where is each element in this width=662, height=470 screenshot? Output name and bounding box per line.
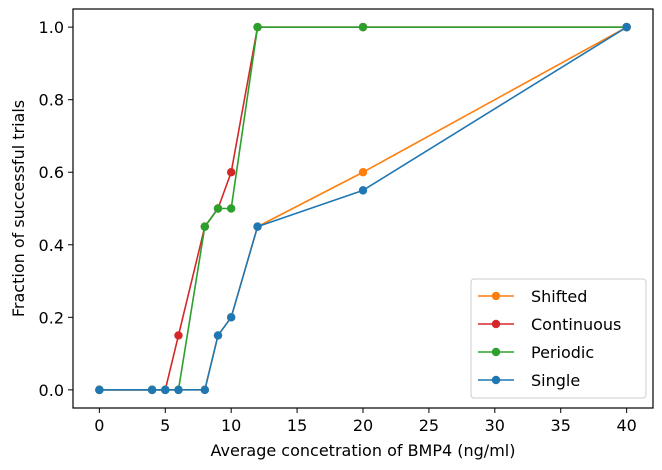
data-point-periodic [226,204,236,213]
data-point-single [213,331,223,340]
legend-item-shifted: Shifted [478,287,587,306]
legend-item-periodic: Periodic [478,343,594,362]
legend-label: Single [531,371,580,390]
x-tick-label: 0 [94,416,104,435]
y-tick-label: 0.8 [39,91,64,110]
legend-item-continuous: Continuous [478,315,621,334]
legend-marker [491,291,501,301]
data-point-periodic [213,204,223,213]
x-tick-label: 15 [287,416,307,435]
legend-marker [491,347,501,357]
data-point-periodic [200,222,210,231]
data-point-single [161,385,170,395]
x-tick-label: 10 [221,416,241,435]
y-tick-label: 1.0 [39,18,64,37]
x-axis-ticks: 0 5 10 15 20 25 30 35 40 [94,408,637,435]
y-tick-label: 0.0 [39,381,64,400]
legend-box [470,278,647,399]
data-point-single [226,313,236,322]
legend-item-single: Single [478,371,580,390]
x-tick-label: 30 [485,416,505,435]
data-point-shifted [358,168,368,177]
data-point-single [253,222,262,231]
y-tick-label: 0.4 [39,236,64,255]
axes-frame [72,8,654,409]
y-axis-label: Fraction of successful trials [9,100,28,317]
legend: Shifted Continuous Periodic Single [470,278,647,399]
x-tick-label: 40 [616,416,636,435]
x-axis-label: Average concetration of BMP4 (ng/ml) [211,441,516,460]
series-single [95,22,631,395]
plot-area [95,22,631,395]
data-point-continuous [174,331,183,340]
data-point-periodic [358,22,368,32]
data-point-single [358,186,368,195]
y-tick-label: 0.2 [39,308,64,327]
legend-label: Periodic [531,343,594,362]
data-point-single [200,385,210,395]
data-point-single [147,385,157,395]
legend-marker [491,319,501,329]
x-tick-label: 20 [353,416,373,435]
series-line-single [99,26,628,391]
data-point-periodic [253,22,262,32]
x-tick-label: 25 [419,416,439,435]
y-axis-ticks: 0.0 0.2 0.4 0.6 0.8 1.0 [39,18,73,400]
legend-label: Continuous [531,315,621,334]
data-point-single [95,385,104,395]
y-tick-label: 0.6 [39,163,64,182]
data-point-single [622,22,631,32]
legend-marker [491,375,501,385]
legend-label: Shifted [531,287,587,306]
data-point-single [174,385,183,395]
x-tick-label: 35 [551,416,571,435]
data-point-continuous [226,168,236,177]
x-tick-label: 5 [160,416,170,435]
